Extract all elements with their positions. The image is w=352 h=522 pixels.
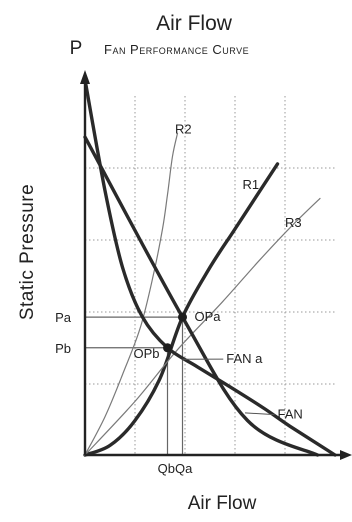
x-axis-label: Air Flow: [188, 493, 257, 514]
operating-guides: [85, 316, 184, 455]
y-tick-label-pa: Pa: [55, 310, 72, 325]
series-line-r3: [84, 197, 321, 456]
y-axis-arrow: [80, 70, 90, 84]
series-layer: [83, 78, 337, 457]
operating-point-label-opb: OPb: [133, 346, 159, 361]
operating-point-opb: [163, 343, 172, 353]
chart-title: Air Flow: [156, 12, 233, 35]
y-axis-symbol: P: [70, 38, 83, 59]
curve-label-r2: R2: [175, 121, 192, 136]
operating-point-label-opa: OPa: [195, 309, 222, 324]
y-tick-label-pb: Pb: [55, 341, 71, 356]
operating-point-opa: [178, 312, 187, 322]
axis-layer: [80, 70, 352, 460]
curve-label-fan-a: FAN a: [226, 351, 263, 366]
series-line-r2: [84, 132, 179, 456]
y-axis-label: Static Pressure: [17, 184, 38, 320]
x-axis-arrow: [340, 450, 352, 460]
curve-label-fan-b: FAN: [278, 407, 303, 422]
curve-label-r3: R3: [285, 215, 302, 230]
x-tick-label-qb: Qb: [158, 461, 175, 476]
curve-label-leader: [244, 412, 275, 416]
grid-layer: [85, 96, 335, 455]
series-line-r1: [83, 162, 280, 457]
x-tick-labels: QbQa: [158, 461, 193, 476]
label-layer: Pa Pb QbQa R2 R1 R3 FAN a FAN OPa OPb: [55, 121, 303, 476]
x-tick-label-qa: Qa: [175, 461, 193, 476]
chart-subtitle: Fan Performance Curve: [104, 42, 249, 57]
curve-label-r1: R1: [243, 177, 260, 192]
series-line-fan-a: [83, 135, 320, 457]
series-line-fan-b: [83, 78, 337, 457]
